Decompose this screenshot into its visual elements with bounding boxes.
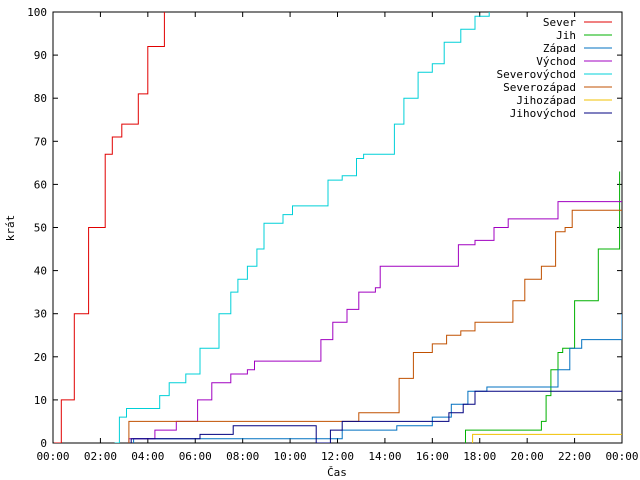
legend-label: Severovýchod (497, 68, 576, 81)
x-tick-label: 08:00 (226, 450, 259, 463)
y-axis-label: krát (4, 215, 17, 242)
y-tick-label: 100 (27, 6, 47, 19)
x-tick-label: 18:00 (463, 450, 496, 463)
legend-label: Sever (543, 16, 576, 29)
y-tick-label: 20 (34, 351, 47, 364)
x-tick-label: 14:00 (368, 450, 401, 463)
legend-label: Jihozápad (516, 94, 576, 107)
y-axis: 0 10 20 30 40 50 60 70 80 90 100 (27, 6, 622, 450)
legend-label: Jihovýchod (510, 107, 576, 120)
y-tick-label: 80 (34, 92, 47, 105)
y-tick-label: 90 (34, 49, 47, 62)
x-tick-label: 22:00 (558, 450, 591, 463)
legend-label: Jih (556, 29, 576, 42)
legend-label: Východ (536, 55, 576, 68)
y-tick-label: 60 (34, 178, 47, 191)
y-tick-label: 30 (34, 308, 47, 321)
y-tick-label: 70 (34, 135, 47, 148)
x-tick-label: 06:00 (179, 450, 212, 463)
x-tick-label: 16:00 (416, 450, 449, 463)
series-line (128, 201, 622, 443)
series-line (133, 313, 622, 443)
series-line (130, 390, 622, 443)
x-axis-label: Čas (327, 466, 347, 479)
y-tick-label: 40 (34, 265, 47, 278)
y-tick-label: 50 (34, 222, 47, 235)
x-tick-label: 20:00 (511, 450, 544, 463)
series-lines (54, 12, 622, 443)
legend-label: Severozápad (503, 81, 576, 94)
x-tick-label: 02:00 (84, 450, 117, 463)
x-tick-label: 10:00 (274, 450, 307, 463)
legend-label: Západ (543, 42, 576, 55)
x-tick-label: 04:00 (131, 450, 164, 463)
series-line (114, 12, 490, 443)
legend: SeverJihZápadVýchodSeverovýchodSeverozáp… (497, 16, 612, 120)
series-line (54, 12, 165, 443)
y-tick-label: 0 (40, 437, 47, 450)
series-line (472, 433, 622, 443)
x-tick-label: 00:00 (605, 450, 638, 463)
x-axis: 00:00 02:00 04:00 06:00 08:00 10:00 12:00 14:00… (36, 12, 639, 463)
series-line (465, 171, 621, 443)
x-tick-label: 12:00 (321, 450, 354, 463)
y-tick-label: 10 (34, 394, 47, 407)
series-line (128, 209, 622, 443)
x-tick-label: 00:00 (36, 450, 69, 463)
